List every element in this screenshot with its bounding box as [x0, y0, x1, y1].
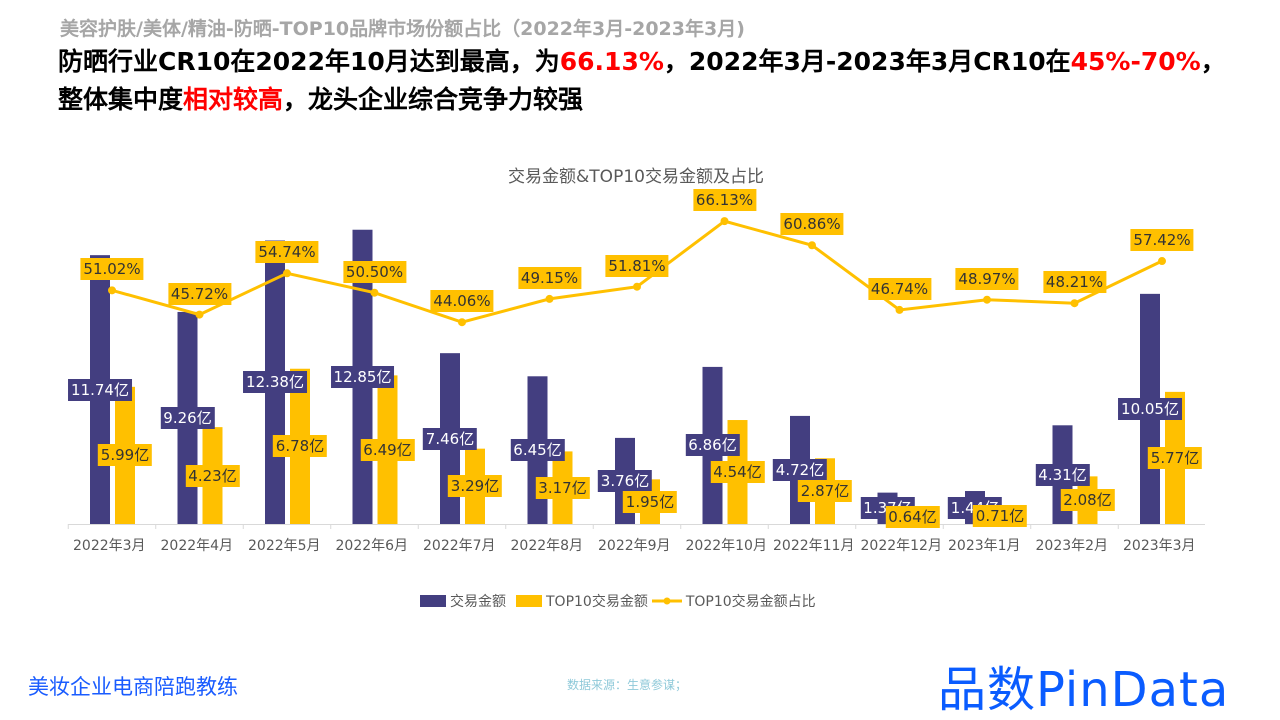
label-top10: 2.87亿 [797, 480, 853, 503]
label-amount: 4.31亿 [1035, 463, 1090, 486]
label-share: 51.02% [80, 258, 144, 281]
label-top10: 1.95亿 [622, 490, 678, 513]
label-share: 66.13% [692, 189, 757, 212]
point-share [895, 305, 904, 314]
label-top10: 4.54亿 [710, 461, 765, 484]
point-share [1158, 257, 1166, 266]
label-amount: 6.86亿 [685, 434, 740, 457]
point-share [1070, 299, 1079, 308]
point-share [283, 269, 291, 278]
label-top10: 0.71亿 [972, 504, 1028, 527]
label-amount: 4.72亿 [772, 458, 828, 481]
label-share: 60.86% [780, 213, 844, 236]
x-tick-label: 2023年2月 [1035, 538, 1109, 554]
data-source: 数据来源：生意参谋； [567, 678, 688, 692]
point-share [633, 282, 641, 291]
point-share [808, 241, 816, 250]
legend-label-top10: TOP10交易金额 [546, 594, 648, 610]
label-top10: 3.17亿 [535, 476, 590, 499]
headline-segment: ，2022年3月-2023年3月CR10在 [663, 47, 1071, 76]
x-tick-label: 2022年3月 [73, 538, 146, 554]
x-tick-label: 2022年6月 [335, 538, 409, 554]
label-top10: 3.29亿 [447, 475, 503, 498]
label-share: 48.97% [955, 267, 1019, 290]
label-share: 46.74% [867, 277, 932, 300]
headline-segment: 45%-70% [1070, 47, 1201, 76]
supertitle: 美容护肤/美体/精油-防晒-TOP10品牌市场份额占比（2022年3月-2023… [60, 18, 745, 40]
label-amount: 11.74亿 [68, 378, 132, 401]
point-share [720, 217, 729, 226]
label-top10: 5.99亿 [97, 444, 153, 467]
label-share: 44.06% [430, 290, 494, 313]
label-top10: 5.77亿 [1147, 446, 1203, 469]
point-share [195, 310, 204, 319]
x-tick-label: 2022年11月 [773, 538, 855, 554]
headline-line-1: 防晒行业CR10在2022年10月达到最高，为66.13%，2022年3月-20… [58, 42, 1226, 78]
headline-segment: ，龙头企业综合竞争力较强 [283, 85, 584, 114]
coach-text: 美妆企业电商陪跑教练 [28, 675, 238, 699]
label-share: 48.21% [1042, 271, 1107, 294]
label-share: 49.15% [517, 266, 582, 289]
x-tick-label: 2022年7月 [423, 538, 496, 554]
x-tick-label: 2023年1月 [948, 538, 1021, 554]
label-amount: 12.38亿 [243, 371, 307, 394]
x-tick-label: 2022年12月 [860, 538, 942, 554]
headline-line-2: 整体集中度相对较高，龙头企业综合竞争力较强 [58, 80, 583, 116]
x-tick-label: 2022年5月 [248, 538, 321, 554]
label-amount: 7.46亿 [422, 427, 478, 450]
label-top10: 6.49亿 [360, 438, 415, 461]
label-amount: 3.76亿 [597, 469, 653, 492]
point-share [545, 294, 554, 303]
legend-swatch-amount [420, 595, 446, 607]
headline-segment: 66.13% [559, 47, 664, 76]
label-share: 54.74% [255, 241, 319, 264]
legend-swatch-top10 [516, 595, 542, 607]
point-share [458, 318, 466, 327]
x-tick-label: 2022年4月 [160, 538, 234, 554]
pindata-logo: 品数PinData [938, 662, 1230, 718]
legend-label-amount: 交易金额 [450, 594, 506, 610]
legend-label-share: TOP10交易金额占比 [685, 594, 816, 610]
label-amount: 12.85亿 [330, 365, 395, 388]
label-share: 45.72% [167, 282, 232, 305]
label-top10: 4.23亿 [185, 464, 240, 487]
headline-segment: ， [1200, 47, 1226, 76]
point-share [983, 295, 991, 304]
chart-title: 交易金额&TOP10交易金额及占比 [508, 167, 764, 187]
headline-segment: 整体集中度 [58, 85, 184, 114]
label-top10: 0.64亿 [885, 505, 940, 528]
label-share: 57.42% [1130, 229, 1194, 252]
legend-line-icon [651, 597, 682, 605]
x-tick-label: 2022年9月 [598, 538, 671, 554]
label-share: 50.50% [342, 260, 407, 283]
label-amount: 6.45亿 [510, 439, 565, 462]
label-share: 51.81% [605, 254, 669, 277]
point-share [108, 286, 116, 295]
headline-segment: 相对较高 [183, 85, 284, 114]
headline-segment: 防晒行业CR10在2022年10月达到最高，为 [58, 47, 560, 76]
label-top10: 6.78亿 [272, 435, 328, 458]
label-amount: 10.05亿 [1118, 397, 1182, 420]
label-top10: 2.08亿 [1060, 489, 1115, 512]
label-amount: 9.26亿 [160, 406, 215, 429]
x-tick-label: 2023年3月 [1123, 538, 1196, 554]
x-tick-label: 2022年8月 [510, 538, 584, 554]
x-tick-label: 2022年10月 [685, 538, 767, 554]
legend: 交易金额 TOP10交易金额 TOP10交易金额占比 [420, 591, 816, 611]
point-share [370, 288, 379, 297]
